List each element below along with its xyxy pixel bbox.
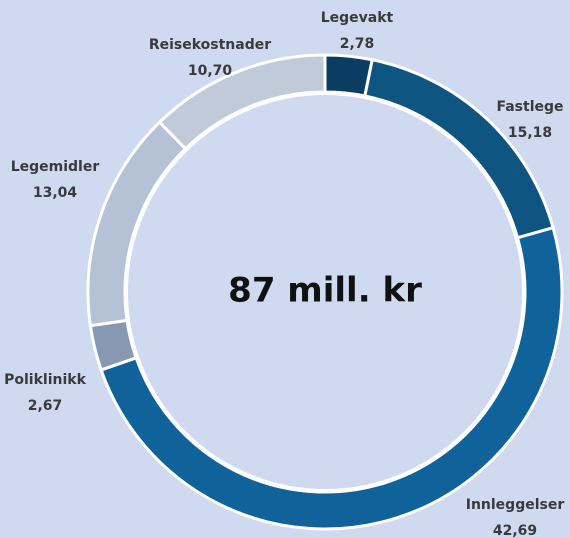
center-label: 87 mill. kr: [228, 271, 422, 311]
segment-value: 2,78: [340, 36, 375, 52]
donut-hole: [125, 92, 525, 492]
segment-name: Legevakt: [321, 10, 394, 26]
segment-value: 42,69: [493, 523, 537, 538]
segment-name: Poliklinikk: [4, 372, 86, 388]
segment-value: 10,70: [188, 63, 233, 79]
segment-value: 15,18: [508, 125, 552, 141]
segment-name: Fastlege: [496, 99, 563, 115]
segment-value: 2,67: [28, 398, 63, 414]
segment-name: Innleggelser: [466, 497, 565, 513]
segment-name: Legemidler: [11, 159, 100, 175]
segment-name: Reisekostnader: [149, 37, 271, 53]
segment-value: 13,04: [33, 185, 78, 201]
